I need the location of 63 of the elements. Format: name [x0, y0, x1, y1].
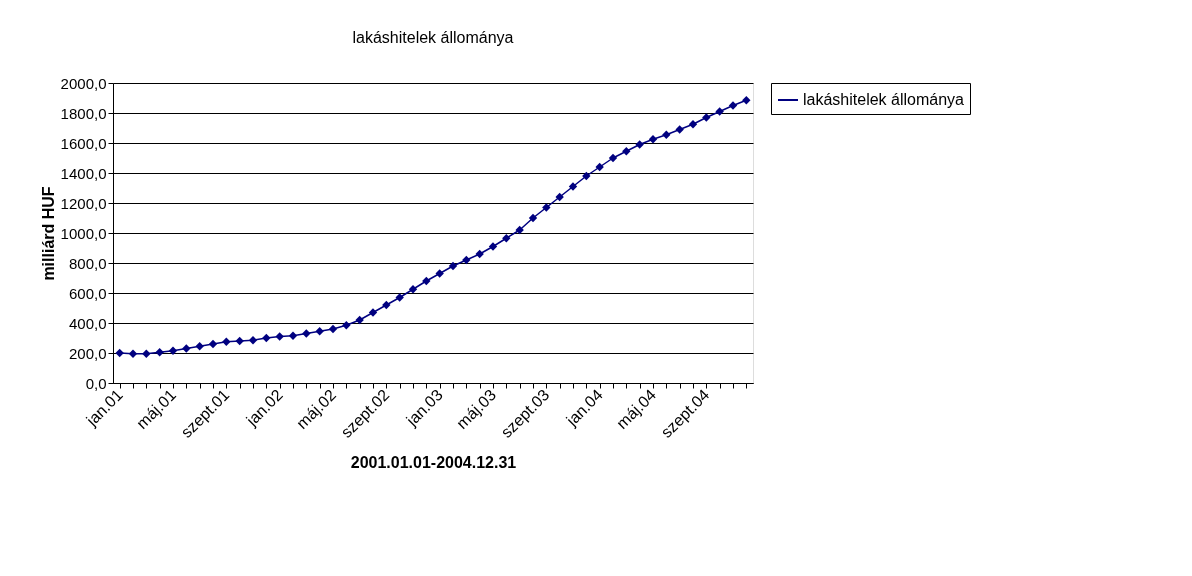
point [608, 153, 618, 163]
y-tick-label: 600,0 [68, 284, 107, 302]
point [342, 321, 351, 330]
point [502, 234, 511, 243]
point [715, 107, 724, 116]
point [422, 276, 431, 286]
point [262, 333, 271, 343]
y-tick-label: 2000,0 [60, 74, 107, 92]
point [448, 261, 458, 271]
y-tick-label: 800,0 [68, 254, 107, 272]
point [688, 120, 698, 129]
point [742, 96, 751, 105]
point [382, 300, 391, 310]
point [542, 203, 551, 212]
point [235, 336, 244, 346]
point [528, 213, 538, 223]
point [395, 293, 404, 302]
point [475, 249, 484, 259]
y-tick-label: 1800,0 [60, 104, 107, 122]
point [328, 324, 338, 334]
point [275, 332, 284, 341]
point [488, 242, 498, 251]
point [555, 192, 564, 202]
point [368, 308, 378, 317]
legend-label: lakáshitelek állománya [803, 91, 965, 108]
point [168, 346, 178, 355]
point [115, 348, 124, 358]
point [128, 349, 138, 358]
point [315, 327, 324, 336]
y-tick-label: 400,0 [68, 314, 107, 332]
point [355, 315, 364, 325]
y-tick-label: 1400,0 [60, 164, 107, 182]
point [675, 125, 684, 134]
point [195, 342, 204, 351]
y-tick-label: 200,0 [68, 344, 107, 362]
point [702, 113, 711, 122]
point [662, 130, 671, 139]
point [462, 255, 471, 265]
point [582, 171, 591, 181]
y-tick-label: 1000,0 [60, 224, 107, 242]
y-tick-label: 1200,0 [60, 194, 107, 212]
point [568, 182, 578, 191]
y-tick-label: 0,0 [85, 374, 107, 392]
point [728, 101, 738, 110]
point [648, 135, 658, 144]
chart-title: lakáshitelek állománya [352, 29, 514, 46]
y-axis-title: milliárd HUF [39, 186, 57, 281]
point [622, 147, 631, 156]
point [155, 348, 164, 357]
point [182, 344, 191, 353]
point [635, 140, 644, 149]
point [208, 339, 218, 349]
point [288, 331, 298, 340]
point [302, 329, 311, 338]
point [142, 349, 151, 358]
point [222, 337, 231, 346]
point [595, 162, 604, 172]
y-tick-label: 1600,0 [60, 134, 107, 152]
point [248, 336, 258, 345]
point [435, 269, 444, 278]
point [408, 285, 418, 294]
x-axis-title: 2001.01.01-2004.12.31 [350, 453, 517, 471]
point [515, 225, 524, 235]
